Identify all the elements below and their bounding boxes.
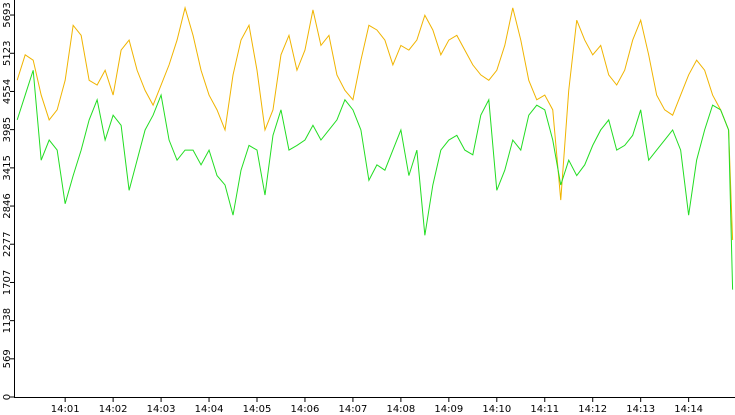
x-tick-label: 14:01	[51, 404, 80, 415]
y-tick-label: 4554	[2, 79, 13, 104]
y-tick-label: 1138	[2, 308, 13, 333]
x-tick-label: 14:02	[99, 404, 128, 415]
x-tick-label: 14:06	[291, 404, 320, 415]
x-tick-label: 14:07	[339, 404, 368, 415]
y-tick-label: 3985	[2, 117, 13, 142]
y-tick-label: 5693	[2, 2, 13, 27]
series-line	[16, 70, 734, 290]
y-tick-label: 2277	[2, 231, 13, 256]
x-tick-label: 14:03	[147, 404, 176, 415]
x-tick-label: 14:09	[434, 404, 463, 415]
x-tick-label: 14:10	[482, 404, 511, 415]
y-tick-label: 2846	[2, 193, 13, 218]
x-tick-label: 14:04	[195, 404, 224, 415]
x-tick-label: 14:13	[626, 404, 655, 415]
y-tick-label: 5123	[2, 41, 13, 66]
y-tick-label: 1707	[2, 270, 13, 295]
x-tick-label: 14:05	[243, 404, 272, 415]
series-line	[16, 5, 734, 241]
y-tick-label: 3415	[2, 155, 13, 180]
y-tick-label: 569	[2, 349, 13, 368]
x-tick-label: 14:11	[530, 404, 559, 415]
y-tick-label: 0	[2, 394, 13, 400]
x-tick-label: 14:14	[674, 404, 703, 415]
x-tick-label: 14:08	[386, 404, 415, 415]
x-tick-label: 14:12	[578, 404, 607, 415]
